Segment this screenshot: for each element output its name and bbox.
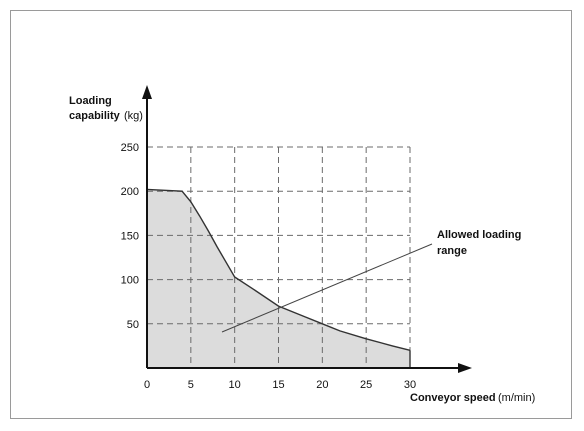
x-tick-label-5: 5 [188, 379, 194, 391]
y-tick-label-150: 150 [121, 230, 139, 242]
x-tick-label-20: 20 [316, 379, 328, 391]
annotation: Allowed loading range [221, 229, 521, 333]
y-tick-label-250: 250 [121, 142, 139, 154]
x-tick-label-25: 25 [360, 379, 372, 391]
axes-layer [142, 85, 472, 373]
x-axis-label: Conveyor speed [410, 392, 496, 404]
x-axis-title: Conveyor speed (m/min) [410, 392, 535, 404]
y-tick-label-200: 200 [121, 186, 139, 198]
annotation-pointer-line [221, 243, 433, 333]
x-tick-label-10: 10 [229, 379, 241, 391]
x-axis-arrow [458, 363, 472, 373]
grid-layer [147, 146, 411, 368]
y-tick-label-100: 100 [121, 275, 139, 287]
y-axis-arrow [142, 85, 152, 99]
y-axis-label-line2: capability [69, 110, 121, 122]
y-tick-label-50: 50 [127, 319, 139, 331]
capability-curve [146, 188, 411, 351]
x-tick-label-30: 30 [404, 379, 416, 391]
annotation-label-line2: range [437, 245, 467, 257]
y-axis-unit: (kg) [124, 110, 143, 122]
tick-labels: 0 5 10 15 20 25 30 50 100 150 200 250 [121, 142, 416, 391]
y-axis-label-line1: Loading [69, 95, 112, 107]
x-axis-unit: (m/min) [498, 392, 535, 404]
x-tick-label-15: 15 [272, 379, 284, 391]
y-axis-title: Loading capability (kg) [69, 95, 143, 122]
line-layer [146, 188, 411, 368]
x-tick-label-0: 0 [144, 379, 150, 391]
annotation-label-line1: Allowed loading [437, 229, 521, 241]
